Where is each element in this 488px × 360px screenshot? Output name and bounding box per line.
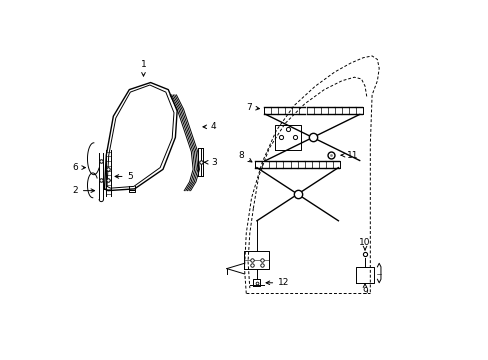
Text: 7: 7 [245,103,259,112]
Text: 4: 4 [203,122,216,131]
Text: 2: 2 [72,186,94,195]
Text: 8: 8 [238,151,251,162]
Text: 3: 3 [204,158,216,167]
Text: 5: 5 [115,172,133,181]
Text: 9: 9 [362,284,367,296]
Text: 12: 12 [265,278,289,287]
Text: 10: 10 [359,238,370,250]
Text: 6: 6 [72,163,85,172]
Text: 1: 1 [141,60,146,76]
Text: 11: 11 [341,151,358,160]
